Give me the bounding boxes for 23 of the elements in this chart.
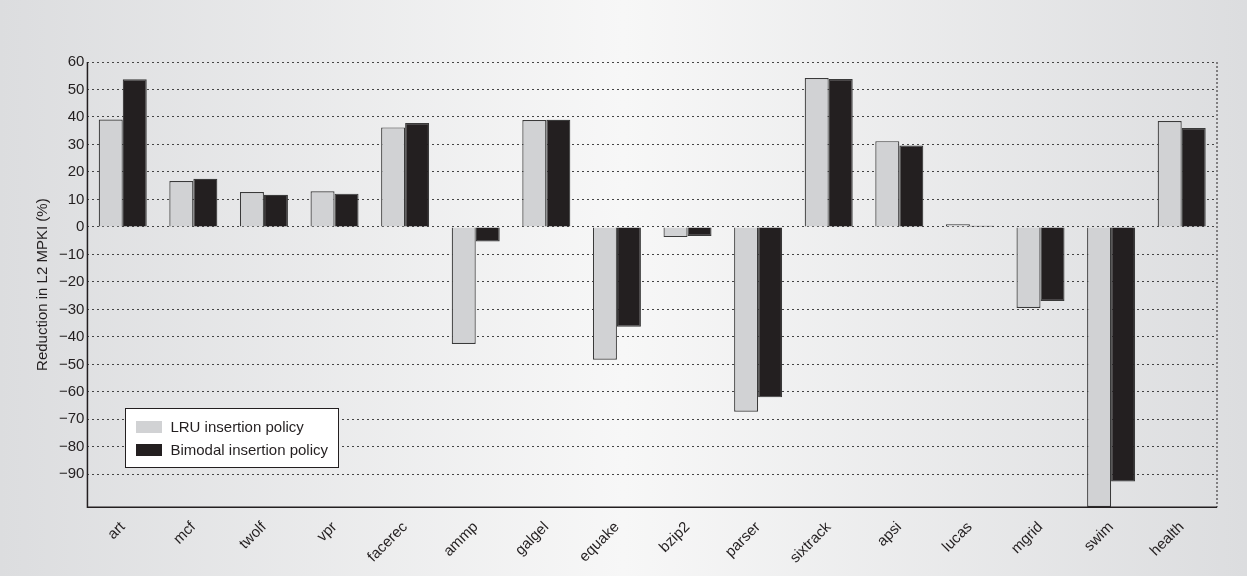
y-tick-label: 0 — [76, 217, 85, 235]
y-tick-label: −30 — [58, 299, 85, 317]
y-tick-label: −90 — [58, 464, 85, 482]
y-tick-label: 50 — [67, 79, 85, 97]
y-tick-label: −60 — [58, 382, 85, 400]
y-axis-title: Reduction in L2 MPKI (%) — [33, 198, 51, 371]
y-tick-label: −80 — [58, 436, 85, 454]
y-tick-label: −10 — [58, 244, 85, 262]
legend-label: LRU insertion policy — [170, 418, 304, 436]
y-tick-label: 30 — [67, 134, 85, 152]
y-tick-label: 60 — [67, 52, 85, 70]
y-tick-label: 10 — [67, 189, 85, 207]
x-tick-label: apsi — [872, 517, 905, 550]
y-tick-label: −70 — [58, 409, 85, 427]
legend-label: Bimodal insertion policy — [170, 441, 329, 459]
x-tick-label: art — [103, 517, 129, 543]
x-tick-label: mcf — [169, 517, 199, 547]
y-tick-label: −40 — [58, 327, 85, 345]
y-tick-label: 20 — [67, 162, 85, 180]
y-tick-label: −50 — [58, 354, 85, 372]
x-tick-label: vpr — [312, 517, 340, 545]
y-tick-label: 40 — [67, 107, 85, 125]
y-tick-label: −20 — [58, 272, 85, 290]
